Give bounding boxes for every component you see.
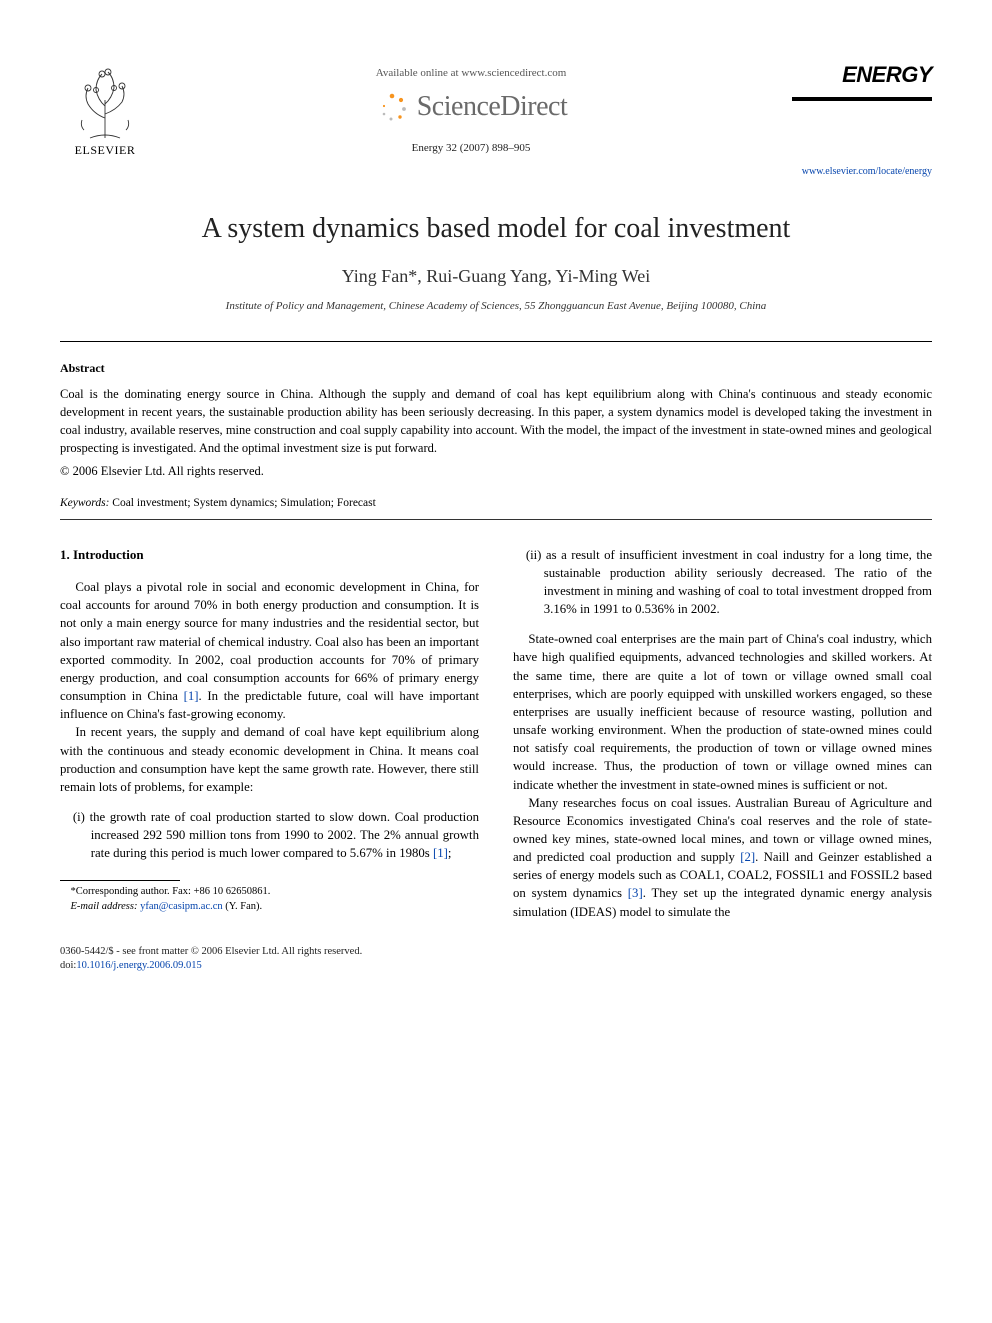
intro-paragraph-1: Coal plays a pivotal role in social and … bbox=[60, 578, 479, 723]
publisher-name: ELSEVIER bbox=[75, 142, 136, 159]
abstract-heading: Abstract bbox=[60, 360, 932, 377]
problem-list-cont: (ii) as a result of insufficient investm… bbox=[513, 546, 932, 619]
cite-link-2[interactable]: [2] bbox=[740, 850, 755, 864]
email-footnote: E-mail address: yfan@casipm.ac.cn (Y. Fa… bbox=[60, 900, 479, 915]
footnote-rule bbox=[60, 880, 180, 881]
keywords-text: Coal investment; System dynamics; Simula… bbox=[109, 497, 375, 509]
abstract-body: Coal is the dominating energy source in … bbox=[60, 385, 932, 458]
cite-link-1a[interactable]: [1] bbox=[184, 689, 199, 703]
center-header-block: Available online at www.sciencedirect.co… bbox=[150, 60, 792, 156]
corresponding-author-footnote: *Corresponding author. Fax: +86 10 62650… bbox=[60, 885, 479, 900]
keywords-line: Keywords: Coal investment; System dynami… bbox=[60, 495, 932, 511]
journal-reference: Energy 32 (2007) 898–905 bbox=[150, 141, 792, 156]
intro-paragraph-4: Many researches focus on coal issues. Au… bbox=[513, 794, 932, 921]
body-two-column: 1. Introduction Coal plays a pivotal rol… bbox=[60, 546, 932, 921]
sciencedirect-swirl-icon bbox=[375, 90, 409, 124]
problem-list: (i) the growth rate of coal production s… bbox=[60, 808, 479, 862]
sciencedirect-text: ScienceDirect bbox=[417, 87, 568, 126]
intro-paragraph-2: In recent years, the supply and demand o… bbox=[60, 723, 479, 796]
available-online-text: Available online at www.sciencedirect.co… bbox=[150, 66, 792, 81]
article-affiliation: Institute of Policy and Management, Chin… bbox=[60, 299, 932, 314]
doi-label: doi: bbox=[60, 960, 76, 971]
elsevier-tree-icon bbox=[70, 60, 140, 140]
email-suffix: (Y. Fan). bbox=[223, 901, 262, 912]
sciencedirect-logo: ScienceDirect bbox=[375, 87, 568, 126]
list-item-ii: (ii) as a result of insufficient investm… bbox=[513, 546, 932, 619]
doi-line: doi:10.1016/j.energy.2006.09.015 bbox=[60, 959, 362, 974]
header-row: ELSEVIER Available online at www.science… bbox=[60, 60, 932, 179]
email-label: E-mail address: bbox=[71, 901, 138, 912]
rule-below-keywords bbox=[60, 519, 932, 520]
article-title: A system dynamics based model for coal i… bbox=[60, 209, 932, 248]
cite-link-1b[interactable]: [1] bbox=[433, 846, 448, 860]
rule-above-abstract bbox=[60, 341, 932, 342]
author-email-link[interactable]: yfan@casipm.ac.cn bbox=[137, 901, 222, 912]
journal-name: ENERGY bbox=[842, 62, 932, 87]
elsevier-logo-block: ELSEVIER bbox=[60, 60, 150, 159]
front-matter-line: 0360-5442/$ - see front matter © 2006 El… bbox=[60, 945, 362, 960]
intro-paragraph-3: State-owned coal enterprises are the mai… bbox=[513, 630, 932, 793]
footer-left: 0360-5442/$ - see front matter © 2006 El… bbox=[60, 945, 362, 974]
page-footer: 0360-5442/$ - see front matter © 2006 El… bbox=[60, 945, 932, 974]
abstract-copyright: © 2006 Elsevier Ltd. All rights reserved… bbox=[60, 463, 932, 481]
cite-link-3[interactable]: [3] bbox=[628, 886, 643, 900]
journal-homepage-link[interactable]: www.elsevier.com/locate/energy bbox=[802, 166, 932, 177]
journal-name-box: ENERGY bbox=[792, 60, 932, 101]
article-authors: Ying Fan*, Rui-Guang Yang, Yi-Ming Wei bbox=[60, 264, 932, 289]
journal-block: ENERGY www.elsevier.com/locate/energy bbox=[792, 60, 932, 179]
keywords-label: Keywords: bbox=[60, 497, 109, 509]
doi-link[interactable]: 10.1016/j.energy.2006.09.015 bbox=[76, 960, 201, 971]
list-item-i: (i) the growth rate of coal production s… bbox=[60, 808, 479, 862]
section-1-heading: 1. Introduction bbox=[60, 546, 479, 564]
